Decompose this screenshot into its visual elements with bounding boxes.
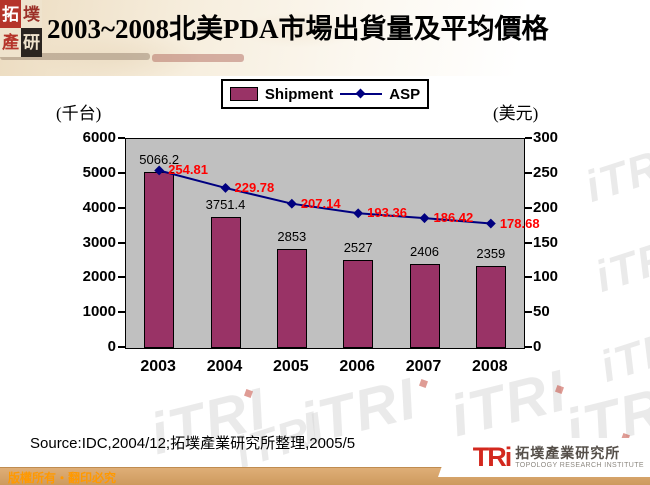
y-axis-left-tick — [118, 241, 125, 244]
y-axis-right-tick — [525, 346, 532, 348]
y-axis-right-label: 250 — [533, 163, 559, 181]
chart-legend: Shipment ASP — [221, 79, 429, 109]
asp-diamond-marker-icon — [355, 88, 366, 99]
y-axis-right-tick — [525, 171, 532, 174]
copyright-notice: 版權所有‧翻印必究 — [8, 471, 117, 485]
watermark-red-dot — [244, 389, 253, 398]
tri-logo-english-name: TOPOLOGY RESEARCH INSTITUTE — [515, 461, 644, 469]
y-axis-right-tick — [525, 311, 532, 314]
bar-shipment — [475, 265, 506, 348]
asp-marker-icon — [485, 218, 496, 229]
legend-shipment-label: Shipment — [264, 85, 334, 103]
asp-marker-icon — [154, 165, 165, 176]
y-axis-right-tick — [525, 276, 532, 279]
left-axis-unit-label: (千台) — [56, 104, 102, 123]
x-axis-label: 2005 — [273, 358, 309, 375]
bar-shipment — [343, 259, 374, 348]
asp-value-label: 254.81 — [168, 162, 208, 178]
bar-shipment — [144, 171, 175, 348]
seal-char: 產 — [0, 28, 21, 57]
tri-watermark: iTRI — [594, 317, 650, 392]
watermark-red-dot — [555, 385, 564, 394]
tri-logo: TRi 拓墣產業研究所 TOPOLOGY RESEARCH INSTITUTE — [438, 438, 650, 477]
asp-marker-icon — [353, 208, 364, 219]
right-axis-unit-label: (美元) — [493, 104, 539, 123]
y-axis-left-label: 0 — [107, 338, 116, 355]
bar-shipment — [409, 264, 440, 348]
y-axis-left-tick — [118, 171, 125, 174]
y-axis-left-label: 3000 — [82, 233, 116, 251]
seal-char: 研 — [21, 28, 42, 57]
asp-value-label: 207.14 — [300, 195, 341, 211]
asp-value-label: 178.68 — [499, 215, 540, 231]
x-axis-label: 2004 — [206, 358, 243, 375]
header-streak — [152, 54, 244, 62]
bar-value-label: 2359 — [476, 245, 506, 261]
y-axis-left-label: 6000 — [82, 129, 116, 146]
x-axis-label: 2007 — [405, 358, 442, 375]
x-axis-label: 2008 — [472, 358, 508, 375]
asp-marker-icon — [220, 182, 231, 193]
x-axis-label: 2003 — [140, 358, 176, 375]
header-streak — [0, 53, 150, 60]
x-axis-label: 2006 — [339, 358, 375, 375]
bar-value-label: 2853 — [277, 228, 307, 244]
header-texture — [0, 0, 650, 76]
source-note: Source:IDC,2004/12;拓墣產業研究所整理,2005/5 — [30, 435, 356, 452]
tri-logo-mark: TRi — [472, 442, 512, 472]
page-title: 2003~2008北美PDA市場出貨量及平均價格 — [47, 14, 549, 44]
seal-char: 拓 — [0, 0, 21, 28]
asp-value-label: 229.78 — [234, 179, 275, 195]
y-axis-left-label: 5000 — [82, 163, 116, 181]
legend-asp-label: ASP — [389, 85, 421, 103]
tri-watermark: iTRI — [589, 227, 650, 302]
topology-seal-logo: 拓墣產研 — [0, 0, 42, 57]
shipment-swatch-icon — [229, 87, 258, 101]
y-axis-left-tick — [118, 276, 125, 279]
y-axis-right-label: 0 — [533, 338, 542, 355]
bar-shipment — [210, 217, 241, 348]
y-axis-right-label: 150 — [533, 233, 559, 251]
tri-logo-text: 拓墣產業研究所 TOPOLOGY RESEARCH INSTITUTE — [515, 445, 644, 469]
asp-value-label: 186.42 — [433, 210, 474, 226]
y-axis-left-tick — [118, 346, 125, 348]
tri-watermark: iTRI — [143, 375, 274, 468]
tri-logo-chinese-name: 拓墣產業研究所 — [515, 445, 621, 462]
y-axis-right-tick — [525, 206, 532, 209]
asp-polyline — [158, 169, 491, 225]
y-axis-right-tick — [525, 241, 532, 244]
asp-line-icon — [340, 88, 383, 99]
bar-value-label: 3751.4 — [205, 197, 246, 213]
watermark-red-dot — [419, 379, 428, 388]
y-axis-left-tick — [118, 206, 125, 209]
asp-marker-icon — [419, 213, 430, 224]
y-axis-left-tick — [118, 137, 125, 139]
y-axis-right-label: 300 — [533, 129, 559, 146]
y-axis-left-tick — [118, 311, 125, 314]
y-axis-right-label: 200 — [533, 198, 559, 216]
asp-line-series — [154, 165, 496, 229]
bar-value-label: 5066.2 — [139, 151, 180, 167]
y-axis-right-tick — [525, 137, 532, 139]
y-axis-left-label: 4000 — [82, 198, 116, 216]
bar-shipment — [276, 248, 307, 348]
bar-value-label: 2406 — [410, 244, 439, 260]
y-axis-left-label: 1000 — [82, 303, 116, 321]
y-axis-left-label: 2000 — [82, 268, 116, 286]
asp-marker-icon — [286, 198, 297, 209]
asp-value-label: 193.36 — [367, 205, 407, 221]
seal-char: 墣 — [21, 0, 42, 28]
y-axis-right-label: 100 — [533, 268, 559, 286]
y-axis-right-label: 50 — [533, 303, 550, 321]
bar-value-label: 2527 — [343, 239, 373, 255]
plot-area: 5066.2 3751.4 2853 2527 2406 2359 254.81 229.78… — [125, 138, 540, 349]
